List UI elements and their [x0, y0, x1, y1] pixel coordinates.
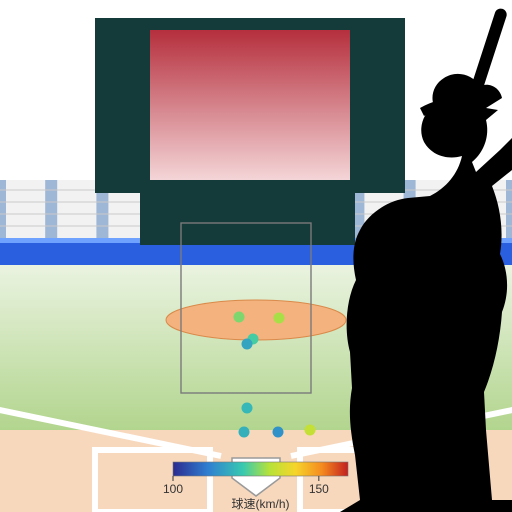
scoreboard-screen	[150, 30, 350, 180]
pitch-marker	[305, 425, 316, 436]
pitch-marker	[234, 312, 245, 323]
pitch-marker	[273, 427, 284, 438]
pitch-marker	[242, 339, 253, 350]
legend-tick-label: 150	[309, 482, 329, 496]
legend-label: 球速(km/h)	[232, 497, 290, 511]
pitchers-mound	[166, 300, 346, 340]
pitch-location-diagram: 100 150 球速(km/h)	[0, 0, 512, 512]
pitch-marker	[274, 313, 285, 324]
legend-tick-label: 100	[163, 482, 183, 496]
pitch-marker	[239, 427, 250, 438]
pitch-marker	[242, 403, 253, 414]
